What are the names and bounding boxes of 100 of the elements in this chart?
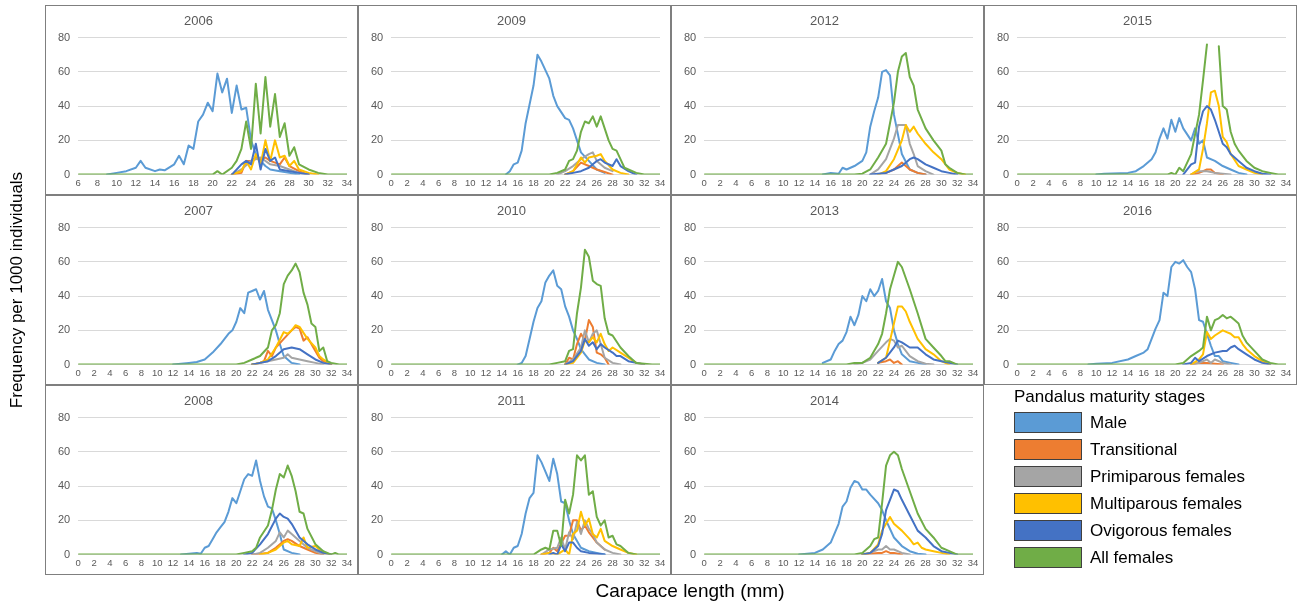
x-tick-label: 8	[451, 556, 458, 568]
x-tick-label: 26	[904, 366, 916, 378]
x-tick-label: 4	[733, 556, 739, 568]
x-tick-label: 30	[623, 556, 634, 568]
x-tick-label: 0	[388, 176, 394, 188]
x-tick-label: 32	[951, 556, 963, 568]
x-tick-label: 20	[544, 176, 555, 188]
y-tick-label: 80	[57, 410, 71, 423]
x-tick-label: 10	[464, 176, 476, 188]
x-tick-label: 4	[1046, 176, 1052, 188]
x-tick-label: 22	[1185, 366, 1197, 378]
x-tick-label: 0	[388, 556, 394, 568]
y-tick-label: 20	[996, 133, 1010, 146]
x-tick-label: 12	[167, 366, 179, 378]
x-tick-label: 12	[793, 176, 805, 188]
x-tick-label: 20	[544, 366, 555, 378]
x-tick-label: 4	[420, 366, 426, 378]
x-tick-label: 22	[872, 176, 884, 188]
x-tick-label: 28	[1233, 366, 1244, 378]
x-tick-label: 28	[284, 176, 295, 188]
y-tick-label: 80	[996, 220, 1010, 233]
x-tick-label: 28	[294, 366, 305, 378]
x-tick-label: 10	[151, 366, 163, 378]
x-tick-label: 30	[303, 176, 314, 188]
x-tick-label: 4	[733, 366, 739, 378]
y-tick-label: 80	[683, 410, 697, 423]
x-tick-label: 34	[1280, 366, 1292, 378]
x-tick-label: 10	[777, 366, 789, 378]
y-tick-label: 40	[370, 289, 384, 302]
x-tick-label: 16	[825, 556, 836, 568]
x-tick-label: 18	[1154, 366, 1165, 378]
x-tick-label: 34	[341, 366, 353, 378]
x-tick-label: 24	[1201, 176, 1213, 188]
x-tick-label: 14	[809, 556, 821, 568]
x-tick-label: 10	[464, 366, 476, 378]
x-tick-label: 18	[188, 176, 199, 188]
x-tick-label: 24	[575, 366, 587, 378]
x-tick-label: 4	[107, 366, 113, 378]
x-tick-label: 18	[528, 176, 539, 188]
y-axis-title: Frequency per 1000 individuals	[7, 170, 27, 411]
chart-title: 2012	[810, 13, 839, 29]
x-tick-label: 18	[1154, 176, 1165, 188]
y-tick-label: 60	[370, 64, 384, 77]
x-tick-label: 12	[167, 556, 179, 568]
x-tick-label: 30	[310, 366, 321, 378]
x-tick-label: 12	[480, 176, 492, 188]
x-tick-label: 22	[246, 556, 258, 568]
x-tick-label: 6	[436, 176, 442, 188]
x-tick-label: 20	[207, 176, 218, 188]
x-tick-label: 16	[825, 176, 836, 188]
x-tick-label: 34	[967, 366, 979, 378]
x-tick-label: 18	[841, 366, 852, 378]
x-tick-label: 22	[872, 556, 884, 568]
x-tick-label: 14	[149, 176, 161, 188]
y-tick-label: 20	[683, 513, 697, 526]
x-tick-label: 28	[607, 556, 618, 568]
x-tick-label: 12	[480, 556, 492, 568]
x-tick-label: 6	[1062, 366, 1068, 378]
x-tick-label: 24	[888, 556, 900, 568]
x-tick-label: 28	[920, 556, 931, 568]
x-tick-label: 2	[717, 176, 723, 188]
y-tick-label: 20	[683, 133, 697, 146]
y-tick-label: 20	[370, 133, 384, 146]
y-tick-label: 40	[996, 99, 1010, 112]
y-tick-label: 80	[370, 410, 384, 423]
x-tick-label: 18	[528, 366, 539, 378]
y-tick-label: 60	[683, 254, 697, 267]
x-tick-label: 6	[749, 556, 755, 568]
y-tick-label: 20	[57, 133, 71, 146]
y-tick-label: 60	[996, 64, 1010, 77]
y-tick-label: 80	[57, 30, 71, 43]
x-tick-label: 30	[936, 176, 947, 188]
x-tick-label: 2	[1030, 176, 1036, 188]
chart-title: 2007	[184, 203, 213, 219]
x-tick-label: 24	[262, 366, 274, 378]
x-tick-label: 6	[123, 556, 129, 568]
x-tick-label: 0	[388, 366, 394, 378]
y-tick-label: 40	[57, 479, 71, 492]
y-tick-label: 60	[370, 254, 384, 267]
x-tick-label: 20	[231, 556, 242, 568]
x-tick-label: 28	[294, 556, 305, 568]
legend-label: Ovigorous females	[1090, 520, 1232, 541]
chart-title: 2010	[497, 203, 526, 219]
x-tick-label: 0	[75, 366, 81, 378]
x-tick-label: 32	[322, 176, 334, 188]
x-tick-label: 26	[591, 176, 603, 188]
x-tick-label: 22	[246, 366, 258, 378]
x-tick-label: 2	[404, 556, 410, 568]
x-tick-label: 28	[920, 176, 931, 188]
x-tick-label: 14	[809, 176, 821, 188]
y-tick-label: 0	[64, 547, 71, 560]
y-tick-label: 40	[370, 479, 384, 492]
x-tick-label: 10	[1090, 366, 1102, 378]
x-tick-label: 14	[496, 366, 508, 378]
y-tick-label: 80	[683, 30, 697, 43]
x-tick-label: 14	[183, 366, 195, 378]
x-tick-label: 10	[464, 556, 476, 568]
x-tick-label: 12	[130, 176, 142, 188]
x-tick-label: 24	[1201, 366, 1213, 378]
y-tick-label: 60	[683, 444, 697, 457]
